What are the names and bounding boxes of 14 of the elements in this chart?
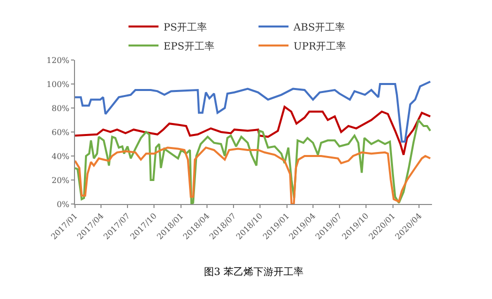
legend-label: UPR开工率 — [294, 40, 346, 52]
line-series — [75, 80, 432, 143]
legend-label: ABS开工率 — [292, 21, 345, 34]
y-tick-label: 100% — [46, 80, 70, 89]
y-tick-label: 20% — [52, 176, 70, 185]
line-series — [75, 106, 432, 156]
y-tick-label: 40% — [52, 152, 70, 161]
y-tick-label: 80% — [52, 104, 70, 113]
caption: 图3 苯乙烯下游开工率 — [204, 266, 304, 278]
y-tick-label: 60% — [52, 128, 70, 137]
y-tick-label: 0% — [56, 200, 70, 209]
legend-label: PS开工率 — [164, 21, 208, 34]
legend-label: EPS开工率 — [164, 40, 214, 52]
y-tick-label: 120% — [46, 56, 70, 65]
